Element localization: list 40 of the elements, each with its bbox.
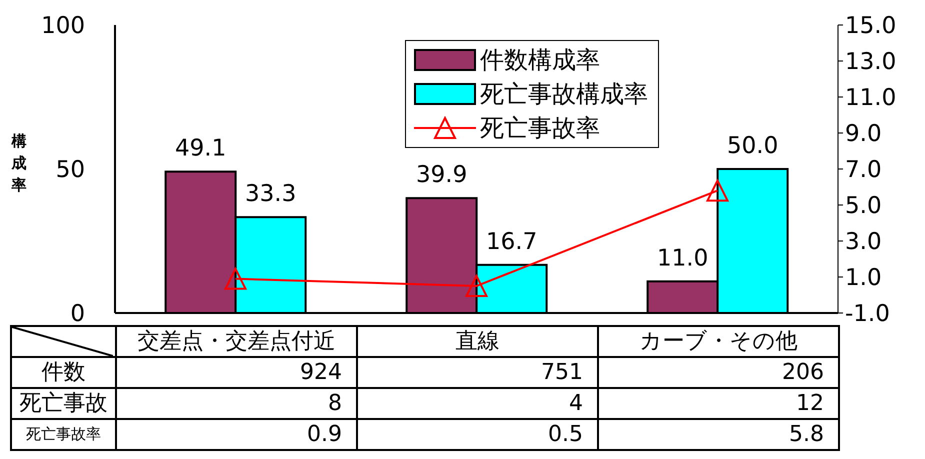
point — [706, 180, 728, 202]
data-label: 0.9 — [116, 419, 357, 450]
text: 12 — [598, 388, 839, 419]
data-label: 0.5 — [357, 419, 598, 450]
y2-tick-label: 11.0 — [845, 85, 896, 112]
x-tick-label: 直線 — [357, 326, 598, 357]
text: 924 — [116, 357, 357, 388]
y2-tick-label: 9.0 — [845, 121, 882, 148]
data-label: 39.9 — [416, 162, 468, 188]
data-label: 33.3 — [245, 181, 296, 208]
text: 206 — [598, 357, 839, 388]
y2-tick-label: 3.0 — [845, 229, 882, 256]
y2-tick-label: 7.0 — [845, 157, 882, 184]
legend-label: 死亡事故率 — [480, 113, 600, 144]
x-tick-label: 交差点・交差点付近 — [116, 326, 357, 357]
point — [224, 268, 246, 290]
y2-tick-label: 5.0 — [845, 193, 882, 220]
y-tick-label: 100 — [41, 13, 85, 40]
data-label: 5.8 — [598, 419, 839, 450]
text: 8 — [116, 388, 357, 419]
legend-label: 件数構成率 — [480, 45, 600, 76]
y-tick-label: 50 — [56, 157, 85, 184]
text: 4 — [357, 388, 598, 419]
legend-label: 死亡事故構成率 — [480, 79, 648, 110]
data-label: 16.7 — [486, 228, 538, 255]
y2-tick-label: 1.0 — [845, 265, 882, 292]
y-tick-label: 0 — [70, 301, 85, 328]
data-label: 49.1 — [175, 136, 226, 162]
text: 件数 — [11, 357, 116, 388]
point — [466, 275, 488, 297]
data-label: 50.0 — [727, 133, 778, 159]
text: 死亡事故 — [11, 388, 116, 419]
y2-tick-label: -1.0 — [845, 301, 890, 328]
text: 751 — [357, 357, 598, 388]
text: 死亡事故率 — [26, 425, 101, 443]
y2-tick-label: 13.0 — [845, 49, 896, 76]
x-tick-label: カーブ・その他 — [598, 326, 839, 357]
y-axis-title: 構成率 — [10, 131, 28, 196]
y2-tick-label: 15.0 — [845, 13, 896, 40]
data-label: 11.0 — [657, 245, 708, 272]
